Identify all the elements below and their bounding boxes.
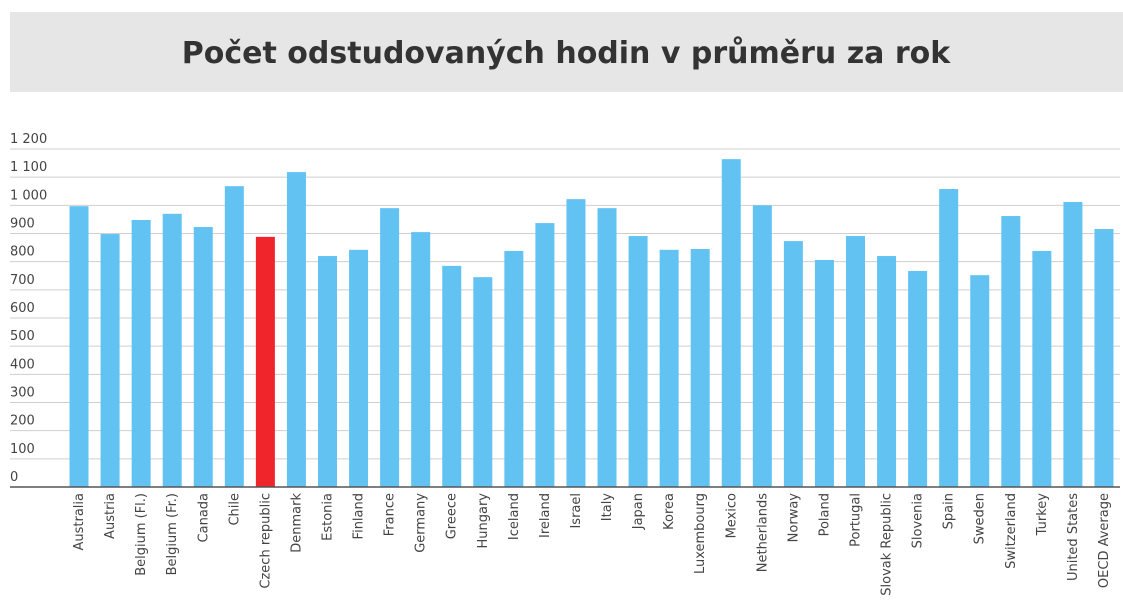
y-tick-label: 100 (10, 442, 35, 457)
bar (318, 256, 337, 487)
y-tick-label: 1 100 (10, 160, 47, 175)
bar (690, 248, 710, 487)
y-tick-label: 800 (10, 245, 35, 260)
x-tick-label: Norway (786, 493, 801, 543)
x-tick-label: Mexico (724, 493, 739, 538)
x-tick-label: Sweden (973, 493, 988, 544)
x-tick-label: Denmark (289, 493, 304, 553)
x-tick-label: Slovenia (911, 493, 926, 548)
x-tick-label: Belgium (Fl.) (134, 493, 149, 576)
x-tick-label: Finland (352, 493, 367, 539)
x-tick-label: Slovak Republic (880, 493, 895, 596)
y-tick-label: 900 (10, 217, 35, 232)
bar (1063, 201, 1083, 487)
x-tick-label: Czech republic (258, 493, 273, 589)
x-tick-label: Korea (662, 493, 677, 530)
bar (597, 208, 617, 487)
y-tick-label: 400 (10, 357, 35, 372)
bar (473, 277, 493, 487)
bar (877, 256, 897, 487)
bar (1001, 216, 1021, 487)
y-tick-label: 200 (10, 414, 35, 429)
x-tick-label: Portugal (849, 493, 864, 547)
y-tick-label: 0 (10, 470, 18, 485)
bar (1094, 228, 1114, 487)
x-tick-label: Poland (817, 493, 832, 536)
x-tick-label: Turkey (1035, 493, 1050, 537)
x-tick-label: Chile (227, 493, 242, 526)
bar (380, 208, 400, 487)
bar (566, 199, 586, 488)
bar (442, 265, 462, 487)
x-tick-label: Austria (103, 493, 118, 539)
bar (69, 206, 89, 487)
title-box (10, 12, 1123, 92)
y-tick-label: 1 200 (10, 132, 47, 147)
bar (721, 159, 741, 487)
x-tick-label: Luxembourg (693, 493, 708, 574)
bar (100, 234, 120, 487)
x-tick-label: Switzerland (1004, 493, 1019, 569)
bar (659, 249, 679, 487)
x-tick-label: Iceland (507, 493, 522, 540)
x-tick-label: Netherlands (755, 493, 770, 572)
bar (970, 275, 990, 487)
bar (752, 205, 772, 488)
x-tick-label: Spain (942, 493, 957, 529)
y-tick-label: 700 (10, 273, 35, 288)
bar (1032, 250, 1052, 487)
x-tick-label: Italy (600, 493, 615, 522)
bar (908, 270, 928, 487)
bar (939, 188, 959, 487)
bar (411, 232, 431, 487)
bar (286, 172, 306, 487)
bar (224, 186, 244, 487)
x-tick-label: Hungary (476, 493, 491, 549)
bar (814, 259, 834, 487)
bar (846, 236, 865, 487)
x-tick-label: France (383, 493, 398, 536)
x-tick-label: Japan (631, 493, 646, 530)
bar (255, 236, 275, 487)
bar (349, 249, 369, 487)
x-tick-label: United States (1066, 493, 1081, 581)
bar (783, 241, 803, 487)
x-tick-label: Canada (196, 493, 211, 542)
y-tick-label: 300 (10, 386, 35, 401)
bar (535, 223, 555, 487)
bar (628, 236, 648, 487)
x-tick-label: Ireland (538, 493, 553, 538)
x-tick-label: Estonia (321, 493, 336, 541)
y-tick-label: 1 000 (10, 188, 47, 203)
x-tick-label: Greece (445, 493, 460, 539)
bar (504, 250, 524, 487)
x-tick-label: Belgium (Fr.) (165, 493, 180, 575)
chart-title: Počet odstudovaných hodin v průměru za r… (182, 35, 951, 71)
bar (131, 219, 151, 488)
x-tick-label: Australia (72, 493, 87, 551)
x-tick-label: OECD Average (1097, 493, 1112, 588)
x-tick-label: Germany (414, 493, 429, 553)
y-tick-label: 500 (10, 329, 35, 344)
x-tick-label: Israel (569, 493, 584, 529)
y-tick-label: 600 (10, 301, 35, 316)
bar (193, 227, 213, 487)
bar (162, 213, 182, 488)
